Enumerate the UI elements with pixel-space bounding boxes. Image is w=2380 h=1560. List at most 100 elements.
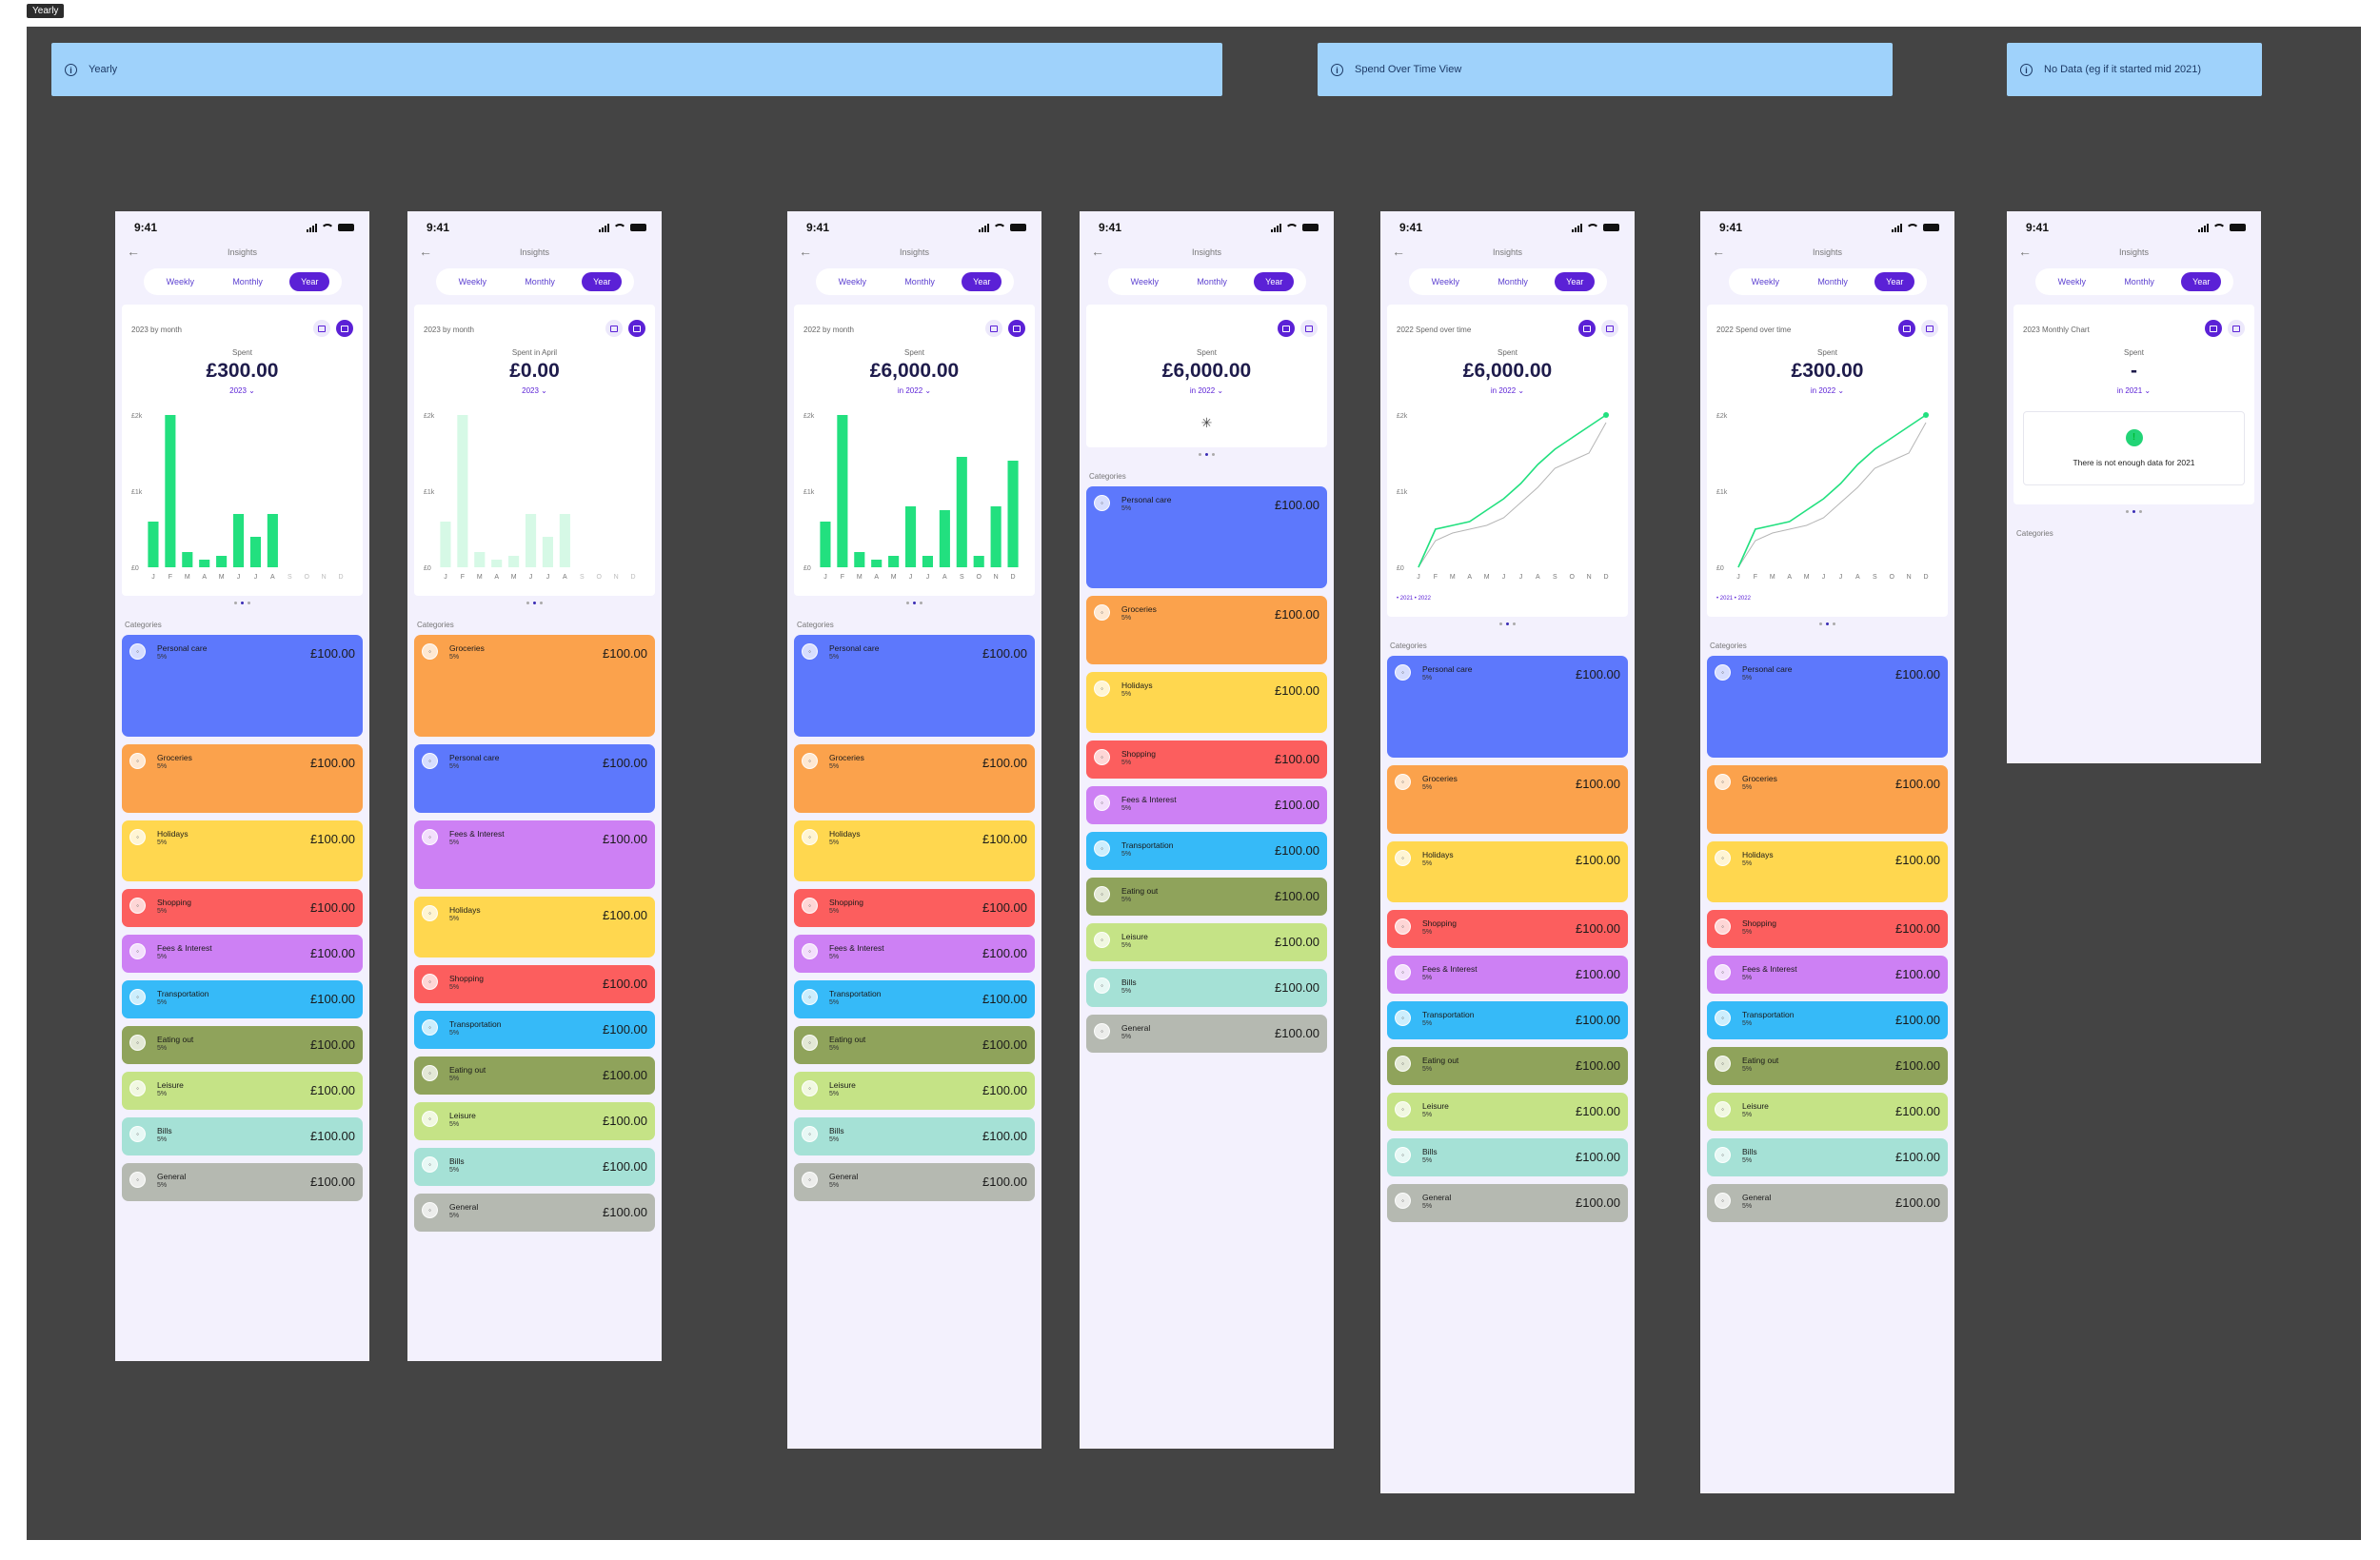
category-card[interactable]: ◦ Groceries 5% £100.00 (794, 744, 1035, 813)
tab-monthly[interactable]: Monthly (1497, 277, 1528, 286)
chart-view-icon[interactable] (628, 320, 645, 337)
category-card[interactable]: ◦ General 5% £100.00 (122, 1163, 363, 1201)
category-card[interactable]: ◦ Holidays 5% £100.00 (1086, 672, 1327, 733)
tab-year[interactable]: Year (1254, 272, 1295, 291)
category-card[interactable]: ◦ Personal care 5% £100.00 (794, 635, 1035, 737)
category-card[interactable]: ◦ Personal care 5% £100.00 (122, 635, 363, 737)
category-card[interactable]: ◦ Transportation 5% £100.00 (1387, 1001, 1628, 1039)
tab-monthly[interactable]: Monthly (2124, 277, 2154, 286)
category-card[interactable]: ◦ Groceries 5% £100.00 (122, 744, 363, 813)
category-card[interactable]: ◦ Shopping 5% £100.00 (122, 889, 363, 927)
tab-monthly[interactable]: Monthly (1197, 277, 1227, 286)
category-card[interactable]: ◦ Eating out 5% £100.00 (414, 1056, 655, 1095)
category-card[interactable]: ◦ Eating out 5% £100.00 (1707, 1047, 1948, 1085)
tab-weekly[interactable]: Weekly (1751, 277, 1779, 286)
category-card[interactable]: ◦ Transportation 5% £100.00 (1707, 1001, 1948, 1039)
tab-weekly[interactable]: Weekly (1431, 277, 1459, 286)
category-card[interactable]: ◦ Eating out 5% £100.00 (1387, 1047, 1628, 1085)
back-arrow-icon[interactable]: ← (1091, 244, 1104, 259)
category-card[interactable]: ◦ Leisure 5% £100.00 (1707, 1093, 1948, 1131)
tab-weekly[interactable]: Weekly (838, 277, 866, 286)
category-card[interactable]: ◦ Bills 5% £100.00 (1086, 969, 1327, 1007)
back-arrow-icon[interactable]: ← (419, 244, 432, 259)
category-card[interactable]: ◦ Fees & Interest 5% £100.00 (1707, 956, 1948, 994)
category-card[interactable]: ◦ Holidays 5% £100.00 (1387, 841, 1628, 902)
list-view-icon[interactable] (985, 320, 1002, 337)
tab-year[interactable]: Year (289, 272, 330, 291)
category-card[interactable]: ◦ Shopping 5% £100.00 (1387, 910, 1628, 948)
category-card[interactable]: ◦ Personal care 5% £100.00 (1707, 656, 1948, 758)
back-arrow-icon[interactable]: ← (799, 244, 812, 259)
back-arrow-icon[interactable]: ← (1392, 244, 1405, 259)
category-card[interactable]: ◦ Fees & Interest 5% £100.00 (122, 935, 363, 973)
category-card[interactable]: ◦ General 5% £100.00 (414, 1194, 655, 1232)
category-card[interactable]: ◦ Transportation 5% £100.00 (794, 980, 1035, 1018)
year-selector[interactable]: 2023 ⌄ (229, 386, 255, 395)
category-card[interactable]: ◦ Groceries 5% £100.00 (1707, 765, 1948, 834)
category-card[interactable]: ◦ Personal care 5% £100.00 (1387, 656, 1628, 758)
tab-year[interactable]: Year (1874, 272, 1915, 291)
category-card[interactable]: ◦ Groceries 5% £100.00 (1387, 765, 1628, 834)
category-card[interactable]: ◦ General 5% £100.00 (1707, 1184, 1948, 1222)
category-card[interactable]: ◦ Transportation 5% £100.00 (122, 980, 363, 1018)
category-card[interactable]: ◦ Eating out 5% £100.00 (794, 1026, 1035, 1064)
list-view-icon[interactable] (605, 320, 623, 337)
category-card[interactable]: ◦ Eating out 5% £100.00 (122, 1026, 363, 1064)
category-card[interactable]: ◦ Bills 5% £100.00 (1707, 1138, 1948, 1176)
category-card[interactable]: ◦ Holidays 5% £100.00 (122, 820, 363, 881)
list-view-icon[interactable] (1278, 320, 1295, 337)
category-card[interactable]: ◦ Fees & Interest 5% £100.00 (1086, 786, 1327, 824)
chart-view-icon[interactable] (1601, 320, 1618, 337)
back-arrow-icon[interactable]: ← (127, 244, 140, 259)
category-card[interactable]: ◦ Bills 5% £100.00 (414, 1148, 655, 1186)
category-card[interactable]: ◦ Bills 5% £100.00 (1387, 1138, 1628, 1176)
tab-weekly[interactable]: Weekly (166, 277, 194, 286)
category-card[interactable]: ◦ Shopping 5% £100.00 (794, 889, 1035, 927)
year-selector[interactable]: in 2022 ⌄ (897, 386, 932, 395)
year-selector[interactable]: 2023 ⌄ (522, 386, 547, 395)
year-selector[interactable]: in 2022 ⌄ (1490, 386, 1525, 395)
category-card[interactable]: ◦ Shopping 5% £100.00 (414, 965, 655, 1003)
category-card[interactable]: ◦ Fees & Interest 5% £100.00 (794, 935, 1035, 973)
category-card[interactable]: ◦ Fees & Interest 5% £100.00 (1387, 956, 1628, 994)
list-view-icon[interactable] (1578, 320, 1596, 337)
list-view-icon[interactable] (2205, 320, 2222, 337)
tab-monthly[interactable]: Monthly (232, 277, 263, 286)
category-card[interactable]: ◦ Shopping 5% £100.00 (1086, 741, 1327, 779)
chart-view-icon[interactable] (1921, 320, 1938, 337)
tab-monthly[interactable]: Monthly (525, 277, 555, 286)
category-card[interactable]: ◦ Bills 5% £100.00 (794, 1117, 1035, 1155)
category-card[interactable]: ◦ Bills 5% £100.00 (122, 1117, 363, 1155)
tab-monthly[interactable]: Monthly (904, 277, 935, 286)
category-card[interactable]: ◦ Holidays 5% £100.00 (414, 897, 655, 958)
category-card[interactable]: ◦ Personal care 5% £100.00 (414, 744, 655, 813)
chart-view-icon[interactable] (1300, 320, 1318, 337)
chart-view-icon[interactable] (2228, 320, 2245, 337)
category-card[interactable]: ◦ Holidays 5% £100.00 (1707, 841, 1948, 902)
tab-year[interactable]: Year (1555, 272, 1596, 291)
year-selector[interactable]: in 2022 ⌄ (1810, 386, 1845, 395)
tab-weekly[interactable]: Weekly (2057, 277, 2086, 286)
tab-weekly[interactable]: Weekly (458, 277, 486, 286)
year-selector[interactable]: in 2021 ⌄ (2116, 386, 2152, 395)
category-card[interactable]: ◦ General 5% £100.00 (1086, 1015, 1327, 1053)
category-card[interactable]: ◦ Transportation 5% £100.00 (414, 1011, 655, 1049)
year-selector[interactable]: in 2022 ⌄ (1189, 386, 1224, 395)
back-arrow-icon[interactable]: ← (2018, 244, 2032, 259)
category-card[interactable]: ◦ Shopping 5% £100.00 (1707, 910, 1948, 948)
tab-monthly[interactable]: Monthly (1817, 277, 1848, 286)
category-card[interactable]: ◦ Groceries 5% £100.00 (414, 635, 655, 737)
back-arrow-icon[interactable]: ← (1712, 244, 1725, 259)
category-card[interactable]: ◦ General 5% £100.00 (794, 1163, 1035, 1201)
list-view-icon[interactable] (1898, 320, 1915, 337)
chart-view-icon[interactable] (1008, 320, 1025, 337)
tab-year[interactable]: Year (2181, 272, 2222, 291)
category-card[interactable]: ◦ Leisure 5% £100.00 (1086, 923, 1327, 961)
category-card[interactable]: ◦ Eating out 5% £100.00 (1086, 878, 1327, 916)
tab-year[interactable]: Year (962, 272, 1002, 291)
category-card[interactable]: ◦ Leisure 5% £100.00 (122, 1072, 363, 1110)
category-card[interactable]: ◦ Personal care 5% £100.00 (1086, 486, 1327, 588)
category-card[interactable]: ◦ Leisure 5% £100.00 (1387, 1093, 1628, 1131)
category-card[interactable]: ◦ Transportation 5% £100.00 (1086, 832, 1327, 870)
category-card[interactable]: ◦ Leisure 5% £100.00 (414, 1102, 655, 1140)
